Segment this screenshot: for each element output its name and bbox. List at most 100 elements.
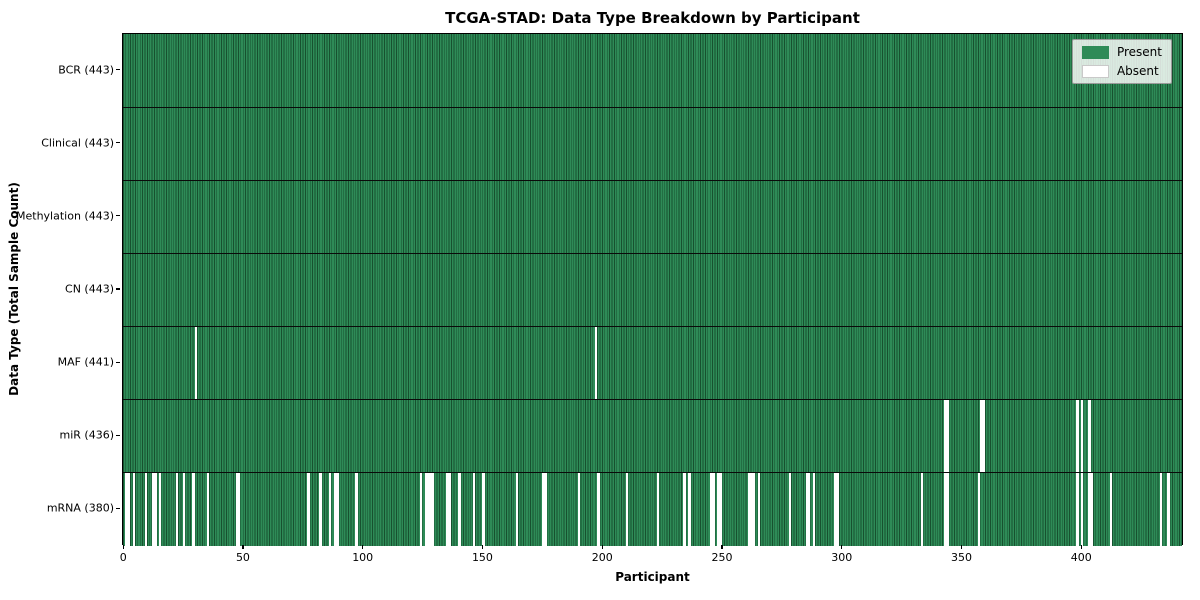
absent-stripe <box>597 472 600 546</box>
legend-label-present: Present <box>1116 45 1162 59</box>
legend-item-present: Present <box>1081 45 1162 59</box>
absent-stripe <box>1081 399 1084 473</box>
row-boundary <box>123 472 1182 474</box>
absent-stripe <box>683 472 686 546</box>
absent-stripe <box>1090 472 1093 546</box>
absent-stripe <box>125 472 128 546</box>
present-swatch-icon <box>1081 45 1109 59</box>
row-Clinical <box>123 107 1182 181</box>
row-boundary <box>123 399 1182 401</box>
absent-stripe <box>1076 399 1079 473</box>
row-miR <box>123 399 1182 473</box>
x-tick-label-0: 0 <box>119 551 127 564</box>
absent-stripe <box>980 399 983 473</box>
absent-stripe <box>944 399 947 473</box>
absent-stripe <box>625 472 629 546</box>
absent-stripe <box>307 472 310 546</box>
y-tick-label-mRNA: mRNA (380) <box>46 501 114 515</box>
absent-stripe <box>424 472 428 546</box>
absent-stripe <box>158 472 162 546</box>
absent-swatch-icon <box>1081 64 1109 78</box>
absent-stripe <box>237 472 241 546</box>
x-tick-label-200: 200 <box>591 551 613 564</box>
x-tick-mark <box>481 545 484 549</box>
y-tick-mark <box>116 68 120 71</box>
legend-label-absent: Absent <box>1116 64 1159 78</box>
absent-stripe <box>448 472 452 546</box>
x-tick-mark <box>960 545 963 549</box>
absent-stripe <box>594 326 598 400</box>
absent-stripe <box>657 472 660 546</box>
absent-stripe <box>578 472 581 546</box>
x-axis-title: Participant <box>615 570 690 584</box>
absent-stripe <box>154 472 157 546</box>
absent-stripe <box>920 472 923 546</box>
x-tick-mark <box>362 545 364 549</box>
absent-stripe <box>482 472 485 546</box>
row-boundary <box>123 325 1182 328</box>
chart-title: TCGA-STAD: Data Type Breakdown by Partic… <box>445 9 860 27</box>
absent-stripe <box>542 472 545 546</box>
absent-stripe <box>319 472 322 546</box>
x-tick-label-350: 350 <box>950 551 972 564</box>
absent-stripe <box>719 472 722 546</box>
absent-stripe <box>544 472 547 546</box>
x-tick-mark <box>122 545 124 549</box>
absent-stripe <box>812 472 816 546</box>
row-MAF <box>123 326 1182 400</box>
absent-stripe <box>709 472 713 546</box>
absent-stripe <box>982 399 986 473</box>
absent-stripe <box>946 472 950 546</box>
absent-stripe <box>836 472 840 546</box>
row-CN <box>123 253 1182 327</box>
absent-stripe <box>127 472 131 546</box>
absent-stripe <box>427 472 430 546</box>
row-boundary <box>123 179 1182 181</box>
legend-item-absent: Absent <box>1081 64 1162 78</box>
x-tick-label-250: 250 <box>711 551 733 564</box>
absent-stripe <box>1076 472 1079 546</box>
legend: Present Absent <box>1071 39 1172 84</box>
absent-stripe <box>807 472 811 546</box>
absent-stripe <box>355 472 358 546</box>
y-tick-mark <box>116 215 120 217</box>
absent-stripe <box>206 472 210 546</box>
absent-stripe <box>805 472 808 546</box>
absent-stripe <box>1109 472 1113 546</box>
absent-stripe <box>1160 472 1163 546</box>
y-tick-label-miR: miR (436) <box>59 428 115 442</box>
row-Methylation <box>123 180 1182 254</box>
x-tick-mark <box>841 545 843 549</box>
row-boundary <box>123 106 1182 108</box>
absent-stripe <box>750 472 753 546</box>
absent-stripe <box>336 472 339 546</box>
x-tick-mark <box>242 545 244 549</box>
absent-stripe <box>757 472 761 546</box>
absent-stripe <box>175 472 179 546</box>
y-tick-mark <box>116 288 120 290</box>
y-tick-label-Methylation: Methylation (443) <box>16 209 114 223</box>
y-tick-mark <box>116 142 120 144</box>
y-tick-label-BCR: BCR (443) <box>58 63 114 77</box>
y-tick-mark <box>116 434 120 436</box>
absent-stripe <box>458 472 461 546</box>
absent-stripe <box>944 472 947 546</box>
y-tick-mark <box>116 361 120 363</box>
y-tick-label-CN: CN (443) <box>65 282 114 296</box>
x-tick-mark <box>1080 545 1082 549</box>
absent-stripe <box>446 472 449 546</box>
x-tick-label-150: 150 <box>471 551 493 564</box>
y-tick-label-MAF: MAF (441) <box>57 355 114 369</box>
y-tick-label-Clinical: Clinical (443) <box>41 136 114 150</box>
absent-stripe <box>1167 472 1170 546</box>
absent-stripe <box>472 472 476 546</box>
absent-stripe <box>748 472 751 546</box>
absent-stripe <box>333 472 337 546</box>
absent-stripe <box>688 472 691 546</box>
absent-stripe <box>752 472 756 546</box>
absent-stripe <box>716 472 720 546</box>
absent-stripe <box>1088 399 1091 473</box>
absent-stripe <box>834 472 837 546</box>
absent-stripe <box>1088 472 1091 546</box>
